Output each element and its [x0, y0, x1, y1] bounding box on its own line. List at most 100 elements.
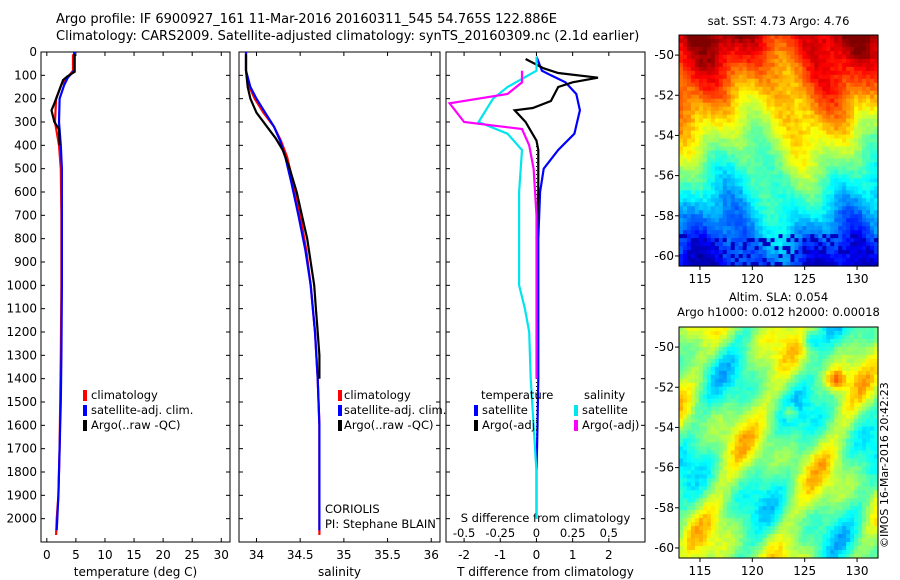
map-cell [798, 118, 803, 124]
map-cell [682, 362, 688, 368]
map-cell [810, 398, 815, 404]
map-cell [714, 446, 720, 452]
map-cell [698, 258, 704, 263]
map-cell [770, 214, 776, 219]
legend-label: satellite [582, 403, 628, 417]
map-cell [790, 126, 796, 132]
map-cell [726, 230, 732, 235]
map-cell [814, 58, 819, 64]
map-cell [842, 78, 847, 84]
map-cell [750, 458, 756, 464]
map-cell [786, 190, 792, 195]
map-cell [862, 258, 867, 263]
map-cell [702, 382, 708, 388]
map-cell [838, 454, 843, 460]
map-cell [734, 386, 740, 392]
map-cell [786, 246, 792, 251]
map-cell [722, 454, 728, 460]
map-cell [850, 222, 855, 227]
map-cell [774, 114, 780, 120]
map-cell [814, 350, 819, 356]
map-cell [874, 338, 879, 344]
map-cell [834, 206, 839, 211]
map-cell [802, 350, 807, 356]
map-cell [798, 134, 803, 140]
map-cell [706, 178, 712, 183]
map-cell [806, 394, 811, 400]
map-cell [702, 330, 708, 336]
map-cell [874, 226, 879, 231]
map-cell [846, 182, 851, 187]
map-cell [822, 174, 827, 179]
map-cell [826, 374, 831, 380]
map-cell [738, 262, 744, 267]
map-cell [850, 358, 855, 364]
map-cell [866, 186, 871, 191]
map-cell [842, 430, 847, 436]
map-cell [698, 394, 704, 400]
map-cell [846, 350, 851, 356]
map-cell [834, 162, 839, 168]
map-cell [710, 450, 716, 456]
map-cell [686, 42, 692, 48]
map-cell [874, 230, 879, 235]
map-cell [698, 454, 704, 460]
map-cell [834, 390, 839, 396]
map-cell [682, 70, 688, 76]
map-cell [834, 466, 839, 471]
x-tick-label: 0 [533, 548, 541, 562]
map-cell [758, 362, 764, 368]
map-cell [794, 410, 799, 416]
map-cell [762, 106, 768, 112]
map-cell [814, 426, 819, 432]
map-cell [782, 458, 788, 464]
map-cell [874, 462, 879, 467]
map-cell [738, 462, 744, 467]
map-cell [698, 86, 704, 92]
map-cell [798, 146, 803, 152]
map-cell [746, 434, 752, 440]
map-cell [866, 166, 871, 172]
map-cell [698, 246, 704, 251]
map-cell [750, 38, 756, 44]
map-cell [826, 106, 831, 112]
map-cell [750, 142, 756, 148]
map-cell [834, 74, 839, 80]
map-cell [730, 398, 736, 404]
map-cell [726, 182, 732, 187]
map-cell [854, 262, 859, 267]
map-cell [850, 66, 855, 72]
map-cell [686, 106, 692, 112]
map-cell [794, 182, 799, 187]
map-cell [818, 70, 823, 76]
map-cell [870, 154, 875, 160]
map-cell [754, 122, 760, 128]
map-cell [818, 258, 823, 263]
map-cell [679, 74, 684, 80]
map-cell [718, 138, 724, 144]
map-cell [706, 38, 712, 44]
map-cell [758, 374, 764, 380]
map-cell [786, 426, 792, 432]
map-cell [734, 398, 740, 404]
map-cell [754, 86, 760, 92]
map-cell [782, 122, 788, 128]
map-cell [786, 210, 792, 215]
map-cell [798, 94, 803, 100]
map-cell [862, 126, 867, 132]
map-cell [782, 62, 788, 68]
map-cell [714, 442, 720, 448]
map-cell [734, 162, 740, 168]
map-cell [730, 114, 736, 120]
map-cell [702, 218, 708, 223]
map-cell [822, 186, 827, 191]
map-cell [690, 426, 696, 432]
map-cell [762, 238, 768, 243]
map-cell [834, 366, 839, 372]
map-cell [726, 114, 732, 120]
map-cell [730, 434, 736, 440]
map-cell [738, 374, 744, 380]
map-cell [714, 254, 720, 259]
map-cell [830, 390, 835, 396]
map-cell [870, 90, 875, 96]
